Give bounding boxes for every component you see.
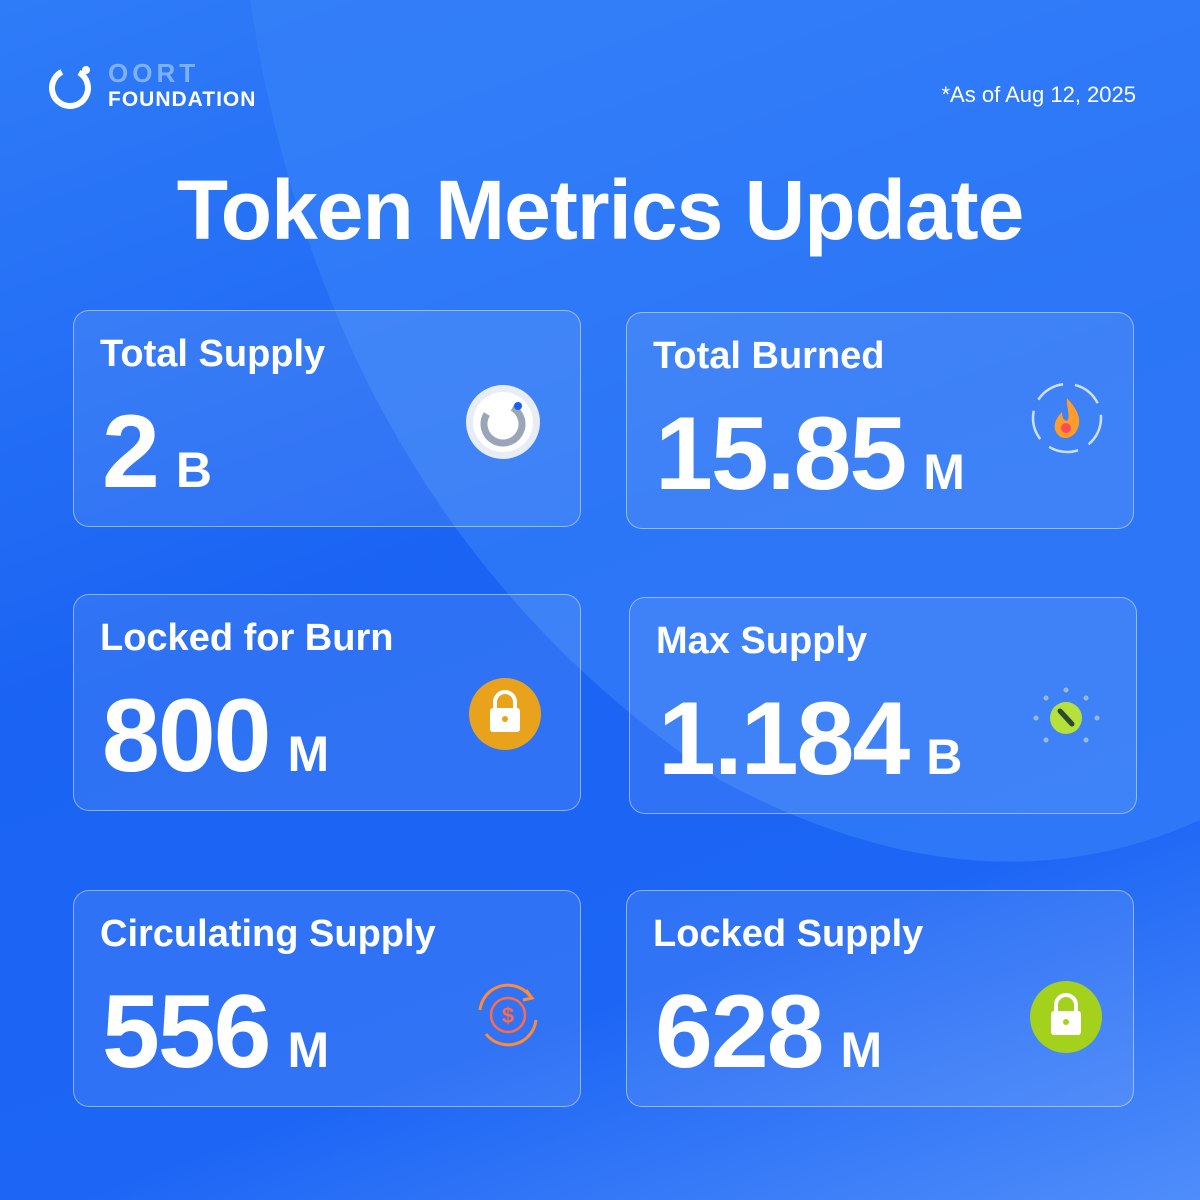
metric-number: 15.85 M [655, 395, 965, 514]
metric-label: Total Supply [100, 333, 326, 375]
metric-card: Max Supply 1.184 B [629, 597, 1137, 814]
metric-value: 628 [655, 974, 825, 1090]
metric-value: 556 [102, 974, 272, 1090]
metric-card: Locked for Burn 800 M [73, 594, 581, 811]
metric-card: Total Burned 15.85 M [626, 312, 1134, 529]
logo-text: OORT [108, 58, 200, 88]
metric-label: Locked for Burn [100, 617, 394, 659]
date: *As of Aug 12, 2025 [941, 82, 1137, 107]
metric-card: Total Supply 2 B [73, 310, 581, 527]
metric-number: 628 M [655, 973, 882, 1092]
metric-card: Circulating Supply 556 M [73, 890, 581, 1107]
metric-number: 800 M [102, 677, 329, 796]
logo-text: FOUNDATION [108, 88, 257, 111]
metric-unit: B [926, 729, 963, 785]
metric-label: Total Burned [653, 335, 885, 377]
metric-label: Locked Supply [653, 913, 924, 955]
title: Token Metrics Update [176, 163, 1025, 257]
metric-value: 1.184 [658, 681, 910, 797]
metric-number: 556 M [102, 973, 329, 1092]
logo-icon [49, 66, 91, 109]
metric-value: 2 [102, 394, 160, 510]
metric-value: 15.85 [655, 396, 907, 512]
metric-label: Max Supply [656, 620, 868, 662]
background-curve [250, 0, 1200, 862]
metric-label: Circulating Supply [100, 913, 436, 955]
metric-value: 800 [102, 678, 272, 794]
metric-card: Locked Supply 628 M [626, 890, 1134, 1107]
metric-unit: B [175, 442, 212, 498]
metric-unit: M [287, 726, 330, 782]
metric-unit: M [287, 1022, 330, 1078]
metric-number: 1.184 B [658, 680, 962, 799]
metric-unit: M [840, 1022, 883, 1078]
metric-unit: M [923, 444, 965, 500]
